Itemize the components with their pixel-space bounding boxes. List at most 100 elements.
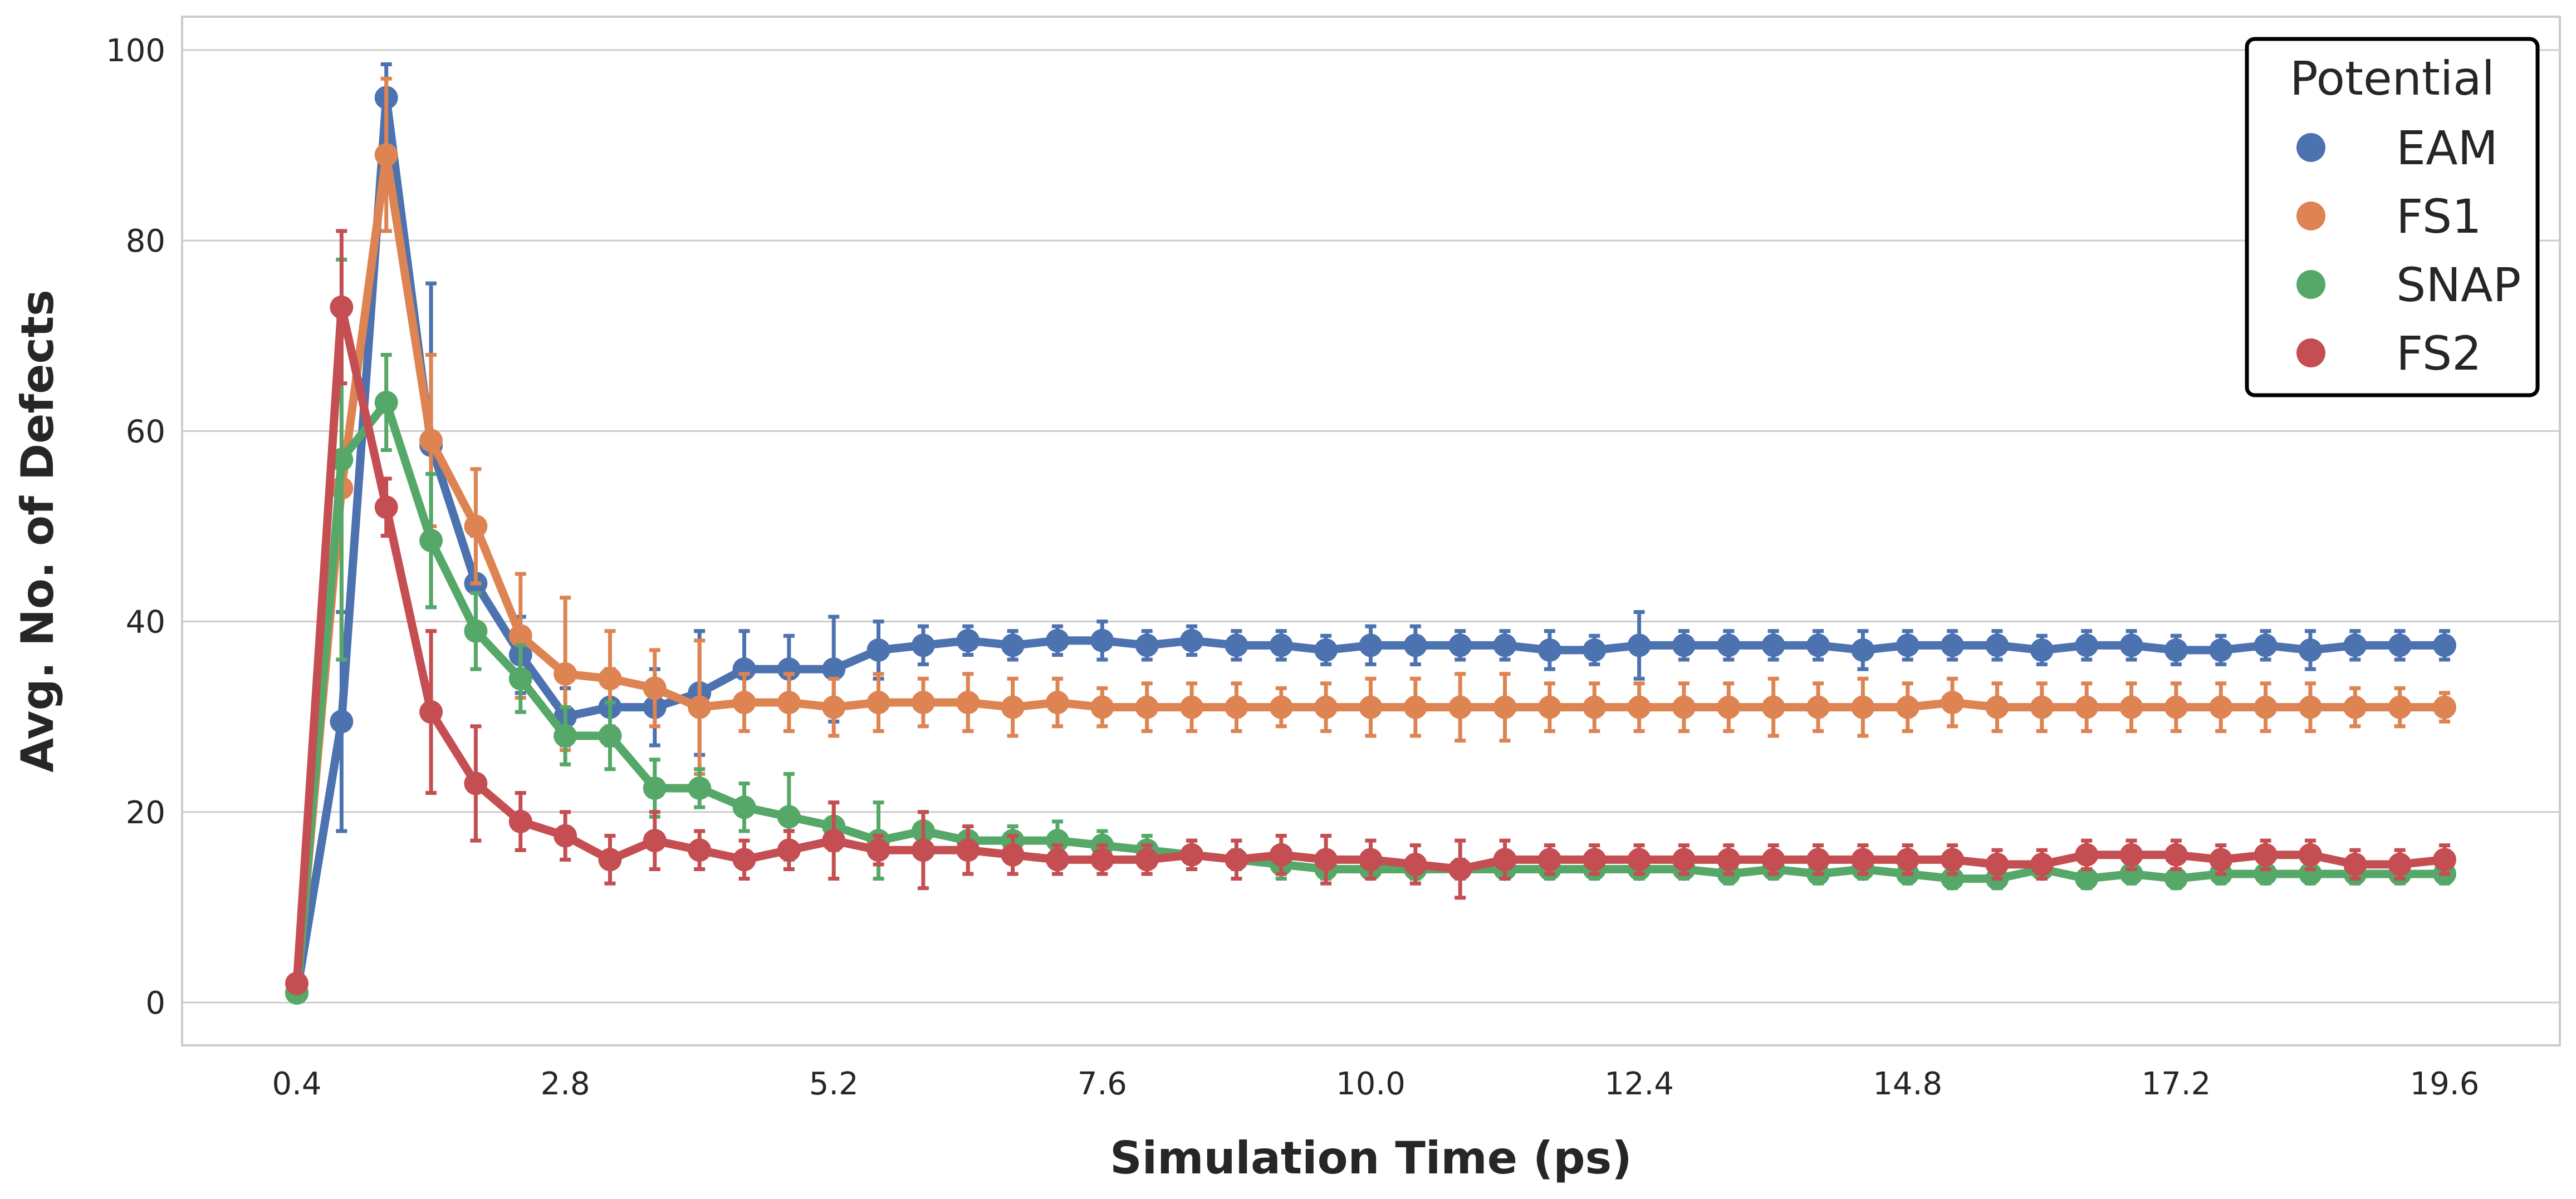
data-point xyxy=(1314,638,1338,662)
data-point xyxy=(1403,695,1427,719)
data-point xyxy=(1717,633,1741,657)
y-axis-title: Avg. No. of Defects xyxy=(12,289,63,773)
data-point xyxy=(911,691,935,714)
data-point xyxy=(464,619,488,643)
data-point xyxy=(2298,862,2322,886)
x-tick-label: 2.8 xyxy=(541,1066,590,1102)
x-axis-title: Simulation Time (ps) xyxy=(1110,1132,1632,1184)
data-point xyxy=(1583,848,1607,872)
data-point xyxy=(1225,695,1248,719)
legend-marker xyxy=(2296,270,2325,299)
data-point xyxy=(732,657,756,681)
x-tick-label: 5.2 xyxy=(809,1066,859,1102)
data-point xyxy=(1180,628,1204,652)
data-point xyxy=(777,691,801,714)
data-point xyxy=(911,633,935,657)
data-point xyxy=(1851,848,1875,872)
legend-title: Potential xyxy=(2290,51,2495,106)
legend-items: EAM FS1 SNAP FS2 xyxy=(2296,121,2521,381)
data-point xyxy=(464,772,488,795)
data-point xyxy=(508,624,532,648)
x-tick-label: 17.2 xyxy=(2142,1066,2211,1102)
data-point xyxy=(2164,638,2188,662)
data-point xyxy=(1403,633,1427,657)
data-point xyxy=(2075,633,2099,657)
data-point xyxy=(1046,829,1070,853)
data-point xyxy=(1761,633,1785,657)
legend-marker xyxy=(2296,202,2325,230)
data-point xyxy=(2254,862,2278,886)
data-point xyxy=(374,495,398,519)
data-point xyxy=(688,777,712,800)
data-point xyxy=(822,695,846,719)
data-point xyxy=(330,295,354,319)
data-point xyxy=(2343,695,2367,719)
x-axis-ticks: 0.4 2.8 5.2 7.6 10.0 12.4 14.8 17.2 19.6 xyxy=(272,1066,2479,1102)
data-point xyxy=(419,529,443,553)
data-point xyxy=(598,667,622,691)
series-fs2 xyxy=(285,229,2456,995)
x-tick-label: 12.4 xyxy=(1604,1066,1674,1102)
data-point xyxy=(508,809,532,833)
data-point xyxy=(2164,695,2188,719)
data-point xyxy=(1493,633,1517,657)
data-point xyxy=(1135,848,1159,872)
data-point xyxy=(374,391,398,414)
data-point xyxy=(1314,848,1338,872)
data-point xyxy=(1851,695,1875,719)
data-point xyxy=(2030,695,2054,719)
data-point xyxy=(419,700,443,724)
data-point xyxy=(2030,638,2054,662)
legend-box xyxy=(2245,37,2540,397)
data-point xyxy=(1269,633,1293,657)
data-point xyxy=(2119,862,2143,886)
data-point xyxy=(1627,633,1651,657)
data-point xyxy=(1717,695,1741,719)
y-tick-label: 80 xyxy=(126,223,165,259)
data-point xyxy=(2433,633,2456,657)
y-tick-label: 40 xyxy=(126,605,165,641)
data-points xyxy=(285,295,2456,995)
data-point xyxy=(822,657,846,681)
data-point xyxy=(2298,843,2322,867)
data-point xyxy=(822,829,846,853)
data-point xyxy=(866,638,890,662)
data-point xyxy=(1806,633,1830,657)
data-point xyxy=(732,795,756,819)
data-point xyxy=(777,838,801,862)
legend-label: FS2 xyxy=(2396,326,2482,381)
data-point xyxy=(866,838,890,862)
data-point xyxy=(1627,695,1651,719)
data-point xyxy=(1269,695,1293,719)
data-point xyxy=(2254,633,2278,657)
legend-label: SNAP xyxy=(2396,258,2521,312)
x-tick-label: 19.6 xyxy=(2410,1066,2480,1102)
data-point xyxy=(1180,695,1204,719)
legend-item-eam: EAM xyxy=(2296,121,2498,175)
data-point xyxy=(1046,628,1070,652)
legend-item-fs2: FS2 xyxy=(2296,326,2482,381)
y-axis-ticks: 0 20 40 60 80 100 xyxy=(106,33,165,1021)
data-point xyxy=(688,695,712,719)
y-tick-label: 100 xyxy=(106,33,165,69)
y-tick-label: 60 xyxy=(126,414,165,450)
data-point xyxy=(1001,633,1025,657)
data-point xyxy=(2298,695,2322,719)
data-point xyxy=(1135,633,1159,657)
data-point xyxy=(1225,848,1248,872)
data-point xyxy=(643,829,667,853)
data-point xyxy=(1806,848,1830,872)
data-point xyxy=(1583,638,1607,662)
data-point xyxy=(1537,638,1561,662)
data-point xyxy=(1985,633,2009,657)
data-point xyxy=(554,724,577,748)
data-point xyxy=(554,824,577,848)
data-point xyxy=(598,724,622,748)
data-point xyxy=(777,805,801,829)
data-point xyxy=(643,777,667,800)
x-tick-label: 10.0 xyxy=(1336,1066,1405,1102)
data-points xyxy=(285,86,2456,1005)
data-point xyxy=(1001,695,1025,719)
gridlines xyxy=(182,49,2560,1004)
legend-item-snap: SNAP xyxy=(2296,258,2521,312)
